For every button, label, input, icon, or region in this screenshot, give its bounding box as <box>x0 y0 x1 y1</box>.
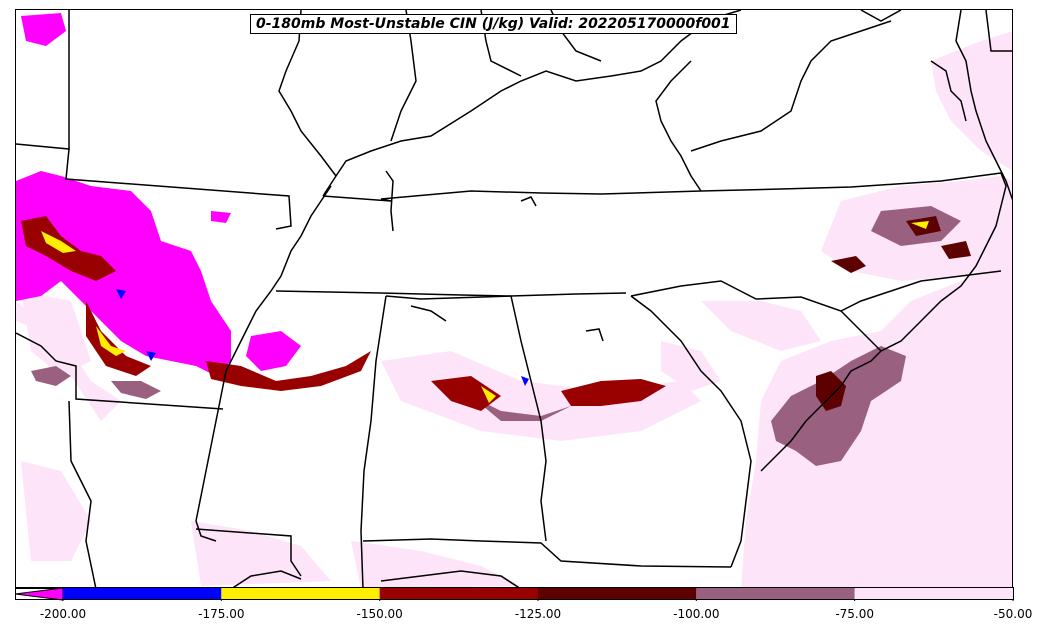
colorbar-extension-min <box>15 587 64 601</box>
colorbar-segment <box>221 588 380 600</box>
colorbar-tick-label: -50.00 <box>993 607 1033 621</box>
cin-shading <box>16 13 1012 588</box>
map-title: 0-180mb Most-Unstable CIN (J/kg) Valid: … <box>250 14 737 34</box>
colorbar-segment <box>538 588 697 600</box>
colorbar-tick-label: -150.00 <box>356 607 403 621</box>
colorbar-outline <box>15 587 1014 600</box>
colorbar-tick-label: -75.00 <box>835 607 874 621</box>
colorbar <box>15 587 1014 601</box>
colorbar-tick-label: -175.00 <box>198 607 245 621</box>
colorbar-segment <box>854 588 1013 600</box>
colorbar-segment <box>379 588 538 600</box>
map-area[interactable] <box>15 9 1013 589</box>
colorbar-tick-label: -125.00 <box>514 607 562 621</box>
colorbar-segment <box>696 588 855 600</box>
colorbar-segment <box>63 588 222 600</box>
state-borders <box>16 10 1012 588</box>
cin-map <box>16 10 1012 588</box>
colorbar-tick-label: -200.00 <box>39 607 87 621</box>
colorbar-tick-label: -100.00 <box>673 607 720 621</box>
